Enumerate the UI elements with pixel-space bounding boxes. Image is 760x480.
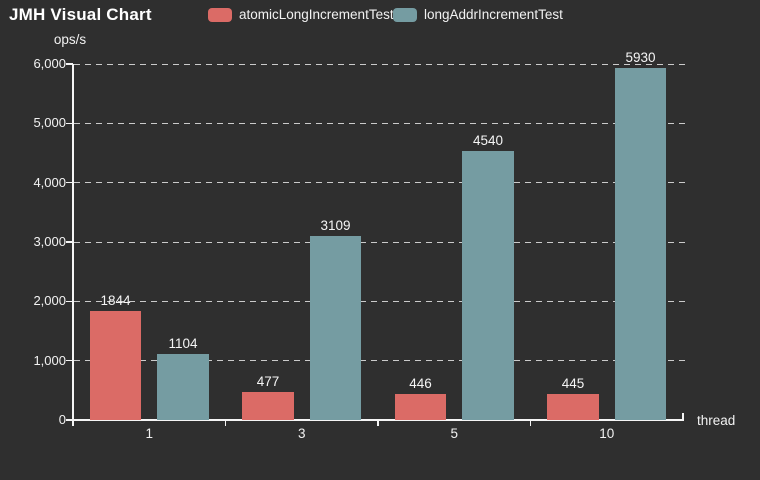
y-tick-4000 — [66, 181, 73, 184]
y-tick-0 — [66, 419, 73, 421]
y-tick-1000 — [66, 359, 73, 362]
bar-longAddrIncrementTest-thread-10 — [614, 68, 667, 420]
bar-value-longAddrIncrementTest-thread-3: 3109 — [320, 217, 351, 233]
gridline-3000 — [74, 241, 690, 243]
y-tick-label-2000: 2,000 — [33, 293, 66, 309]
y-tick-label-5000: 5,000 — [33, 115, 66, 131]
y-tick-6000 — [66, 63, 73, 65]
gridline-1000 — [74, 360, 690, 362]
gridline-5000 — [74, 122, 690, 124]
bar-value-atomicLongIncrementTest-thread-3: 477 — [256, 373, 280, 389]
legend-label-longaddrincrementtest: longAddrIncrementTest — [424, 7, 563, 22]
y-tick-label-6000: 6,000 — [33, 56, 66, 71]
legend-swatch-red — [208, 7, 232, 22]
bar-value-longAddrIncrementTest-thread-5: 4540 — [472, 132, 504, 148]
bar-atomicLongIncrementTest-thread-1 — [89, 310, 142, 420]
y-tick-label-3000: 3,000 — [33, 234, 66, 249]
x-category-label-10: 10 — [599, 426, 615, 441]
bar-atomicLongIncrementTest-thread-10 — [547, 393, 599, 420]
bar-value-atomicLongIncrementTest-thread-5: 446 — [409, 375, 432, 391]
y-tick-3000 — [66, 241, 73, 243]
y-tick-5000 — [66, 122, 73, 125]
bar-value-atomicLongIncrementTest-thread-1: 1844 — [100, 292, 131, 308]
gridline-6000 — [74, 63, 690, 65]
bar-atomicLongIncrementTest-thread-5 — [394, 393, 447, 420]
gridline-2000 — [74, 300, 690, 302]
y-tick-label-4000: 4,000 — [33, 174, 66, 190]
bar-value-longAddrIncrementTest-thread-1: 1104 — [168, 336, 198, 352]
x-category-label-3: 3 — [297, 426, 306, 441]
bar-longAddrIncrementTest-thread-1 — [157, 354, 209, 420]
gridline-4000 — [74, 182, 690, 184]
x-category-label-1: 1 — [145, 426, 153, 441]
y-tick-label-0: 0 — [58, 412, 66, 427]
y-tick-label-1000: 1,000 — [33, 352, 66, 368]
x-axis-endcap — [682, 413, 684, 420]
x-axis-title: thread — [697, 413, 736, 428]
chart-title: JMH Visual Chart — [9, 5, 152, 24]
y-tick-2000 — [66, 300, 73, 303]
x-tick-2 — [377, 420, 379, 426]
bar-longAddrIncrementTest-thread-5 — [462, 150, 514, 420]
bar-value-atomicLongIncrementTest-thread-10: 445 — [561, 375, 585, 391]
y-axis-title: ops/s — [53, 32, 87, 47]
y-axis-line — [72, 64, 74, 426]
bar-value-longAddrIncrementTest-thread-10: 5930 — [625, 50, 656, 66]
x-tick-1 — [224, 420, 227, 426]
bar-atomicLongIncrementTest-thread-3 — [242, 391, 294, 420]
x-tick-3 — [529, 420, 532, 426]
x-category-label-5: 5 — [450, 426, 458, 441]
legend-item-atomiclongincrementtest[interactable]: atomicLongIncrementTest — [208, 7, 394, 22]
legend-item-longaddrincrementtest[interactable]: longAddrIncrementTest — [393, 7, 563, 22]
legend-label-atomiclongincrementtest: atomicLongIncrementTest — [239, 7, 394, 22]
bar-longAddrIncrementTest-thread-3 — [309, 235, 362, 420]
legend-swatch-teal — [393, 7, 417, 22]
